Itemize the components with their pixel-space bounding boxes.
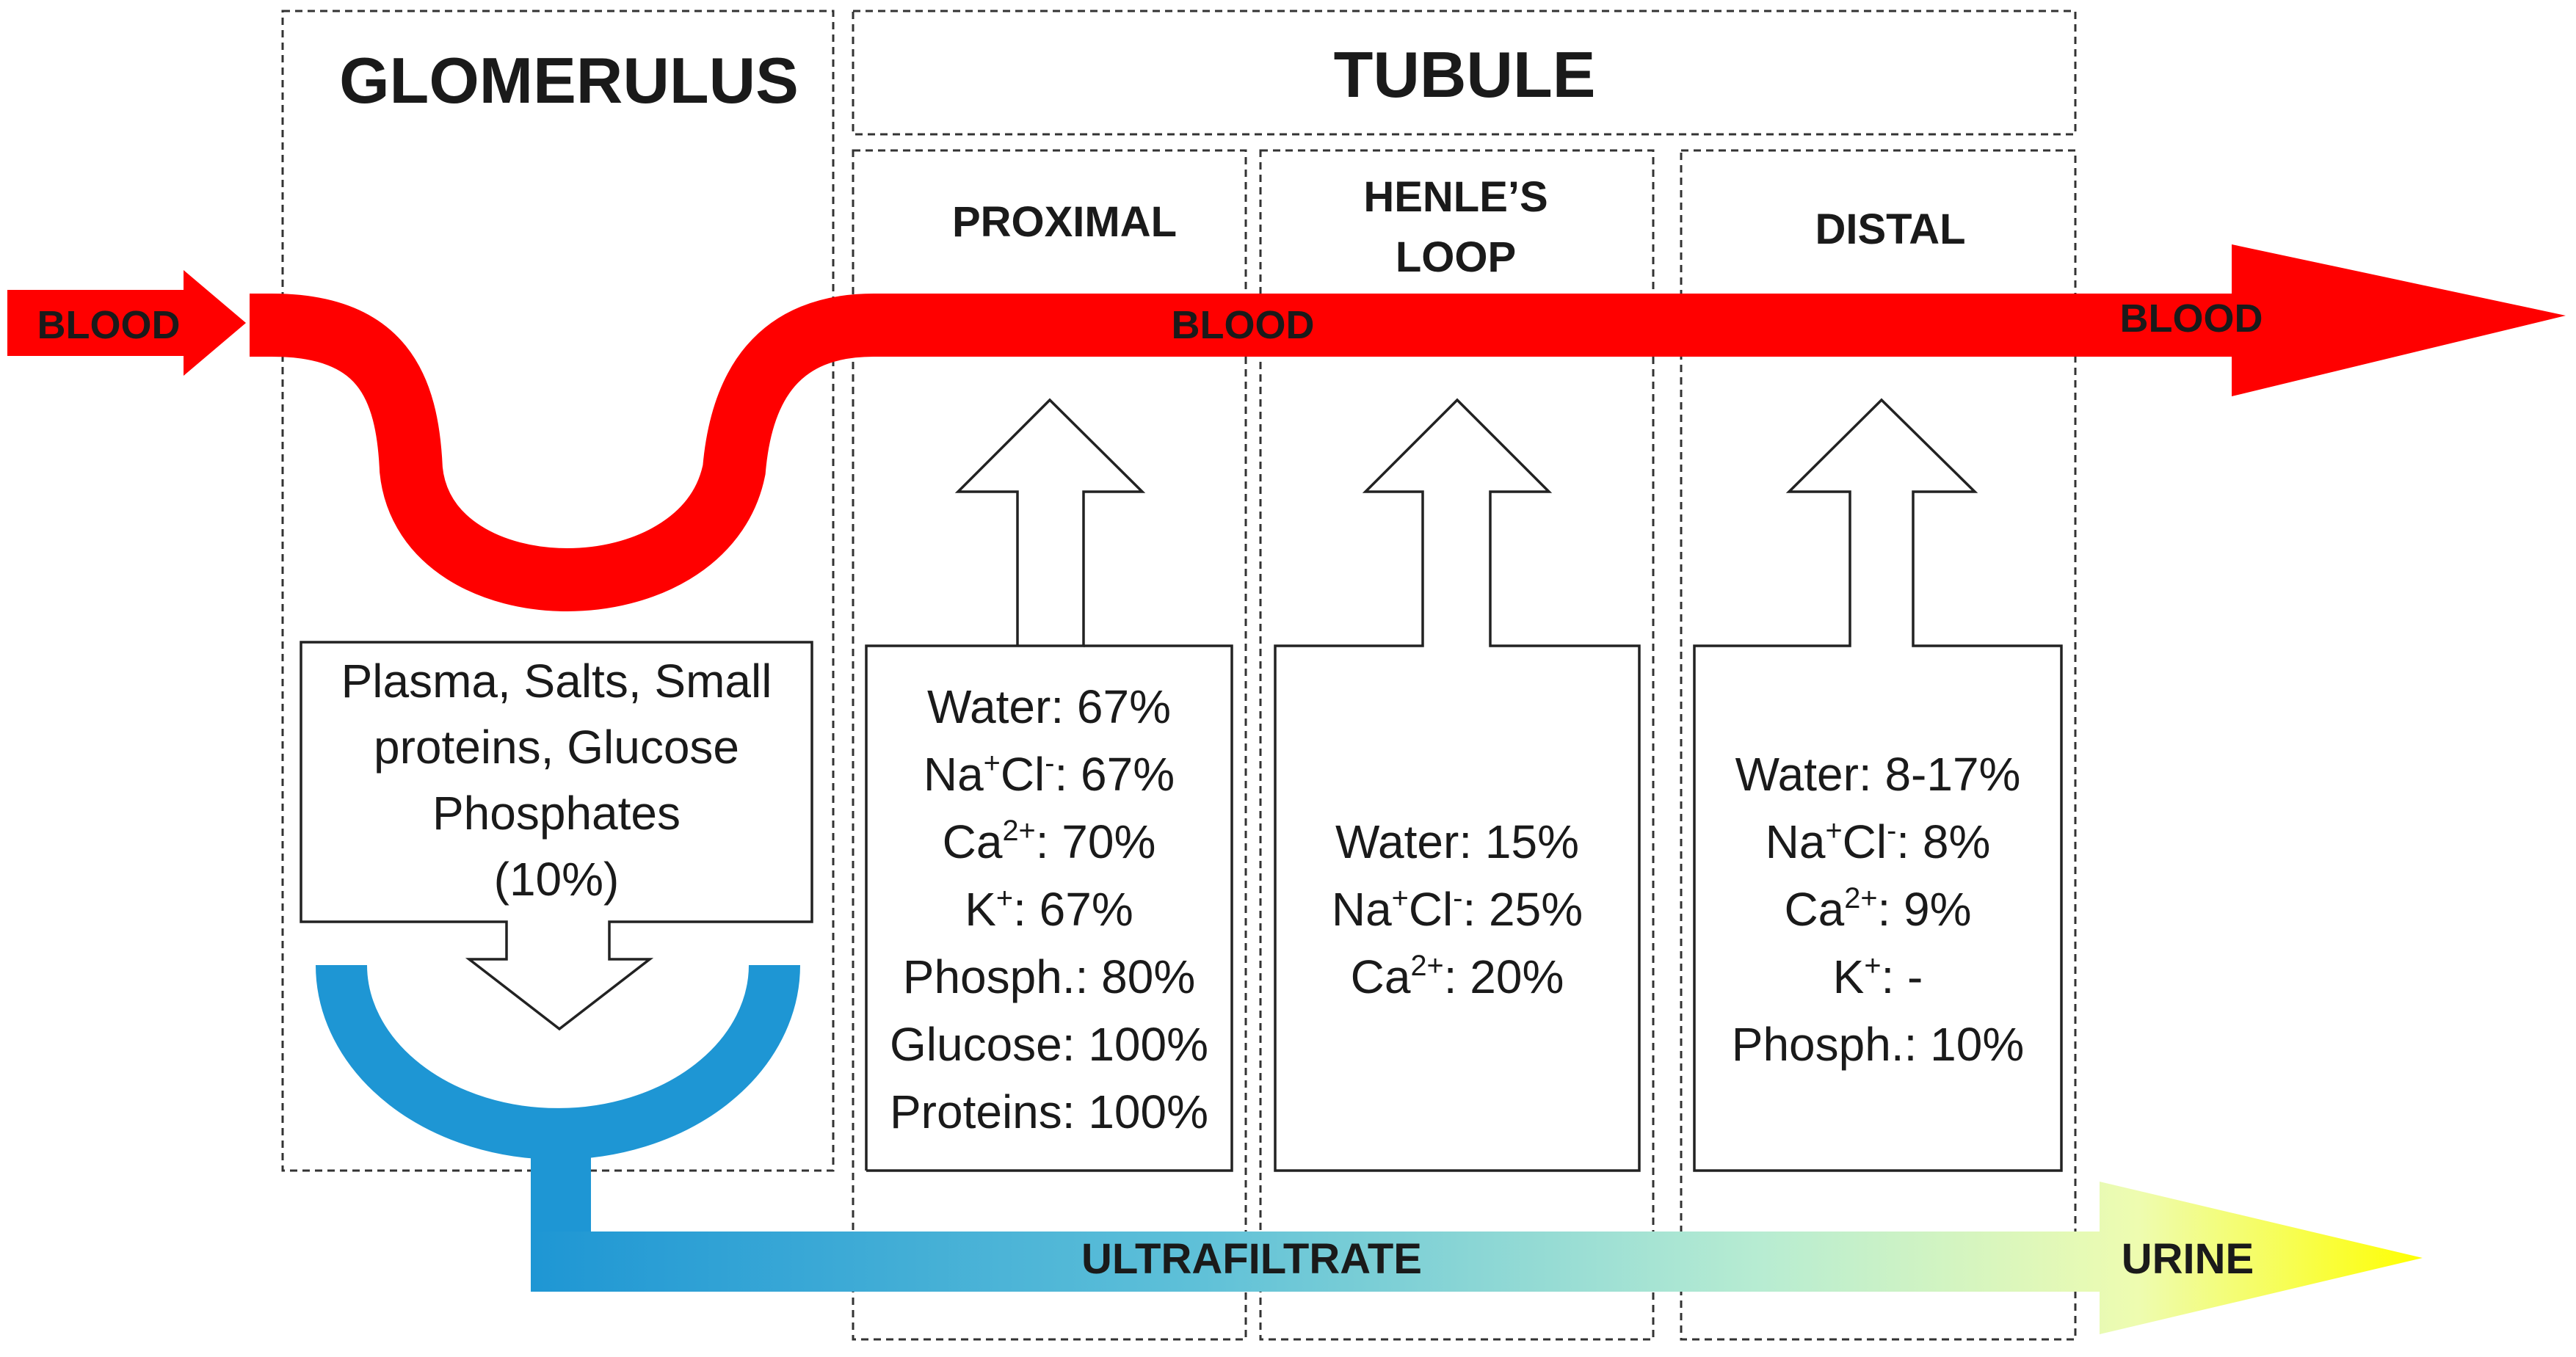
distal-section — [1680, 149, 2077, 1341]
proximal-calcium: Ca2+: 70% — [943, 815, 1156, 868]
henle-section — [1259, 149, 1655, 1341]
blood-inflow-arrow — [7, 270, 246, 376]
proximal-glucose: Glucose: 100% — [890, 1018, 1208, 1071]
blood-in-label: BLOOD — [37, 303, 181, 347]
distal-water: Water: 8-17% — [1735, 748, 2021, 801]
proximal-proteins: Proteins: 100% — [890, 1085, 1208, 1138]
blood-mid-label: BLOOD — [1172, 303, 1315, 347]
distal-potassium: K+: - — [1833, 950, 1923, 1003]
blood-outflow-arrowhead — [2232, 244, 2566, 396]
glomerulus-title: GLOMERULUS — [339, 44, 799, 117]
proximal-section — [852, 149, 1247, 1341]
henle-reabsorption-arrow — [1274, 398, 1641, 1172]
henle-calcium: Ca2+: 20% — [1351, 950, 1564, 1003]
ultrafiltrate-label: ULTRAFILTRATE — [1081, 1235, 1422, 1283]
distal-reabsorption-arrow — [1693, 398, 2063, 1172]
tubule-title: TUBULE — [1334, 38, 1596, 111]
distal-phosphate: Phosph.: 10% — [1732, 1018, 2025, 1071]
blood-out-label: BLOOD — [2120, 296, 2263, 341]
proximal-reabsorption-arrow — [865, 398, 1146, 1171]
proximal-water: Water: 67% — [927, 680, 1171, 733]
proximal-title: PROXIMAL — [952, 198, 1177, 246]
distal-title: DISTAL — [1815, 205, 1965, 253]
filtrate-line-2: proteins, Glucose — [374, 721, 739, 774]
henle-title-line1: HENLE’S — [1363, 173, 1548, 221]
henle-water: Water: 15% — [1335, 815, 1579, 868]
filtration-down-arrow — [300, 641, 813, 1031]
distal-calcium: Ca2+: 9% — [1784, 882, 1971, 936]
filtrate-line-1: Plasma, Salts, Small — [341, 655, 772, 707]
proximal-phosphate: Phosph.: 80% — [903, 950, 1196, 1003]
henle-title-line2: LOOP — [1396, 233, 1516, 281]
filtrate-line-4: (10%) — [494, 853, 620, 906]
proximal-nacl: Na+Cl-: 67% — [924, 747, 1175, 801]
filtrate-line-3: Phosphates — [432, 787, 681, 840]
distal-nacl: Na+Cl-: 8% — [1766, 815, 1991, 868]
ultrafiltrate-urine-arrow — [531, 1182, 2423, 1334]
proximal-potassium: K+: 67% — [965, 882, 1133, 936]
blood-vessel-loop — [250, 294, 2276, 611]
henle-nacl: Na+Cl-: 25% — [1332, 882, 1583, 936]
urine-label: URINE — [2122, 1235, 2254, 1283]
